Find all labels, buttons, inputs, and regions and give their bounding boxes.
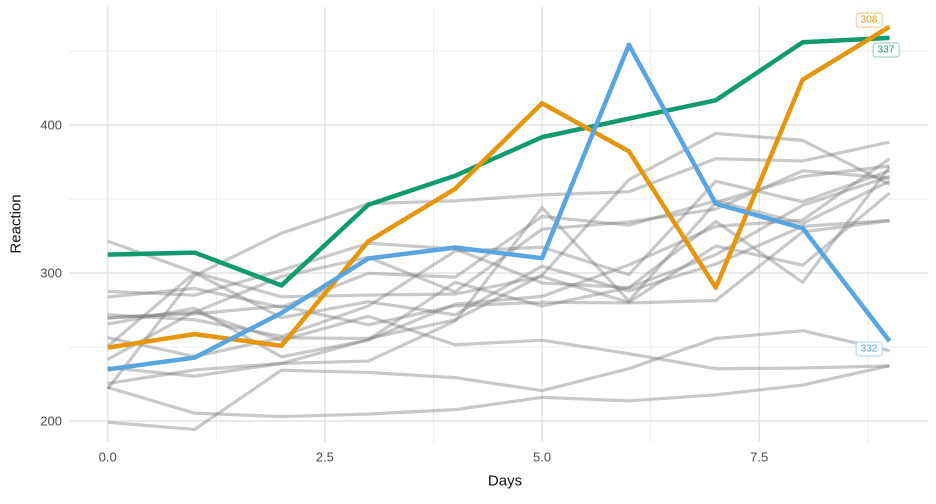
background-line-371 [107, 169, 890, 320]
background-line-352 [106, 140, 890, 390]
background-line-310 [107, 329, 890, 432]
series-end-label-308: 308 [855, 12, 883, 28]
background-line-331 [107, 166, 891, 297]
x-tick-label-0.0: 0.0 [98, 449, 117, 465]
series-end-label-337: 337 [872, 42, 900, 58]
background-line-335 [106, 310, 890, 371]
y-tick-label-300: 300 [40, 265, 62, 281]
background-line-369 [107, 169, 891, 338]
background-line-309 [107, 364, 890, 419]
x-tick-label-2.5: 2.5 [315, 449, 334, 465]
background-line-370 [107, 164, 890, 386]
y-tick-label-200: 200 [40, 413, 62, 429]
highlighted-line-332 [107, 42, 892, 372]
background-line-350 [107, 131, 891, 359]
background-line-333 [107, 179, 891, 309]
y-axis-title: Reaction [7, 194, 25, 254]
x-axis-title: Days [487, 472, 523, 490]
background-line-351 [106, 218, 890, 348]
background-line-330 [107, 191, 891, 304]
series-end-label-332: 332 [855, 341, 883, 357]
x-tick-label-7.5: 7.5 [750, 449, 769, 465]
highlighted-line-308 [107, 24, 891, 350]
x-tick-label-5.0: 5.0 [533, 449, 552, 465]
background-line-334 [107, 157, 891, 359]
background-line-349 [107, 174, 891, 378]
y-tick-label-400: 400 [40, 117, 62, 133]
background-line-372 [107, 219, 890, 327]
highlighted-line-337 [107, 35, 890, 288]
